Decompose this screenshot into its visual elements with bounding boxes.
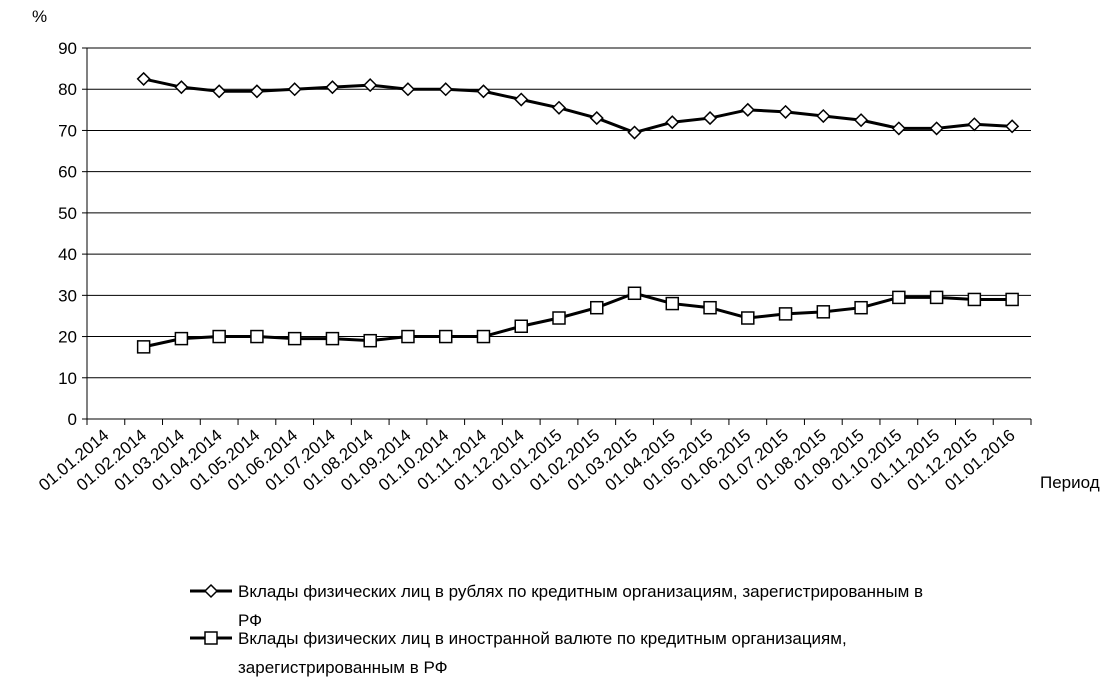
marker [892, 290, 906, 305]
marker [967, 117, 982, 132]
legend-entry: Вклады физических лиц в рублях по кредит… [190, 577, 938, 635]
marker [589, 111, 604, 126]
marker [212, 329, 226, 344]
marker [325, 80, 340, 95]
marker [249, 84, 264, 99]
marker [287, 82, 302, 97]
y-tick-label: 50 [58, 204, 77, 223]
marker [665, 115, 680, 130]
marker [854, 113, 869, 128]
legend-symbol [190, 631, 232, 645]
marker [438, 82, 453, 97]
marker [476, 84, 491, 99]
marker [741, 311, 755, 325]
y-tick-label: 20 [58, 328, 77, 347]
marker [136, 340, 151, 354]
marker [929, 121, 944, 136]
marker [702, 111, 718, 126]
chart: % Период 010203040506070809001.01.201401… [32, 7, 1100, 495]
marker [514, 92, 529, 107]
y-tick-label: 60 [58, 163, 77, 182]
marker [590, 300, 604, 315]
y-tick-label: 40 [58, 245, 77, 264]
marker [967, 292, 982, 307]
marker [778, 307, 793, 321]
marker [703, 300, 717, 315]
marker [816, 305, 831, 319]
marker [552, 311, 566, 325]
marker [287, 331, 302, 346]
marker [400, 82, 416, 97]
y-tick-label: 10 [58, 369, 77, 388]
x-axis-label: Период [1040, 473, 1100, 492]
y-tick-label: 0 [68, 410, 77, 429]
marker [136, 71, 151, 86]
marker [1005, 119, 1020, 134]
y-tick-label: 80 [58, 80, 77, 99]
marker [174, 80, 189, 95]
marker [891, 121, 906, 136]
marker [627, 286, 642, 301]
marker [514, 319, 528, 333]
marker [627, 125, 642, 140]
y-tick-label: 30 [58, 286, 77, 305]
marker [174, 331, 189, 346]
marker [401, 329, 415, 344]
marker [816, 108, 831, 124]
marker [1005, 292, 1019, 307]
y-axis-label: % [32, 7, 47, 26]
legend-symbol [190, 583, 232, 599]
legend-label: Вклады физических лиц в иностранной валю… [238, 629, 847, 677]
marker [778, 104, 793, 119]
marker [212, 84, 227, 99]
marker [854, 300, 868, 315]
legend-label: Вклады физических лиц в рублях по кредит… [238, 582, 924, 630]
legend-entry: Вклады физических лиц в иностранной валю… [190, 624, 938, 682]
marker [325, 331, 340, 346]
marker [363, 78, 378, 93]
marker [363, 333, 377, 348]
y-tick-label: 70 [58, 121, 77, 140]
marker [929, 290, 944, 305]
marker [438, 329, 453, 344]
marker [476, 329, 491, 344]
marker [740, 102, 755, 117]
marker [551, 100, 567, 115]
marker [250, 329, 264, 344]
series-line [143, 77, 1013, 135]
y-tick-label: 90 [58, 39, 77, 58]
marker [665, 296, 680, 311]
series-line [143, 291, 1013, 349]
